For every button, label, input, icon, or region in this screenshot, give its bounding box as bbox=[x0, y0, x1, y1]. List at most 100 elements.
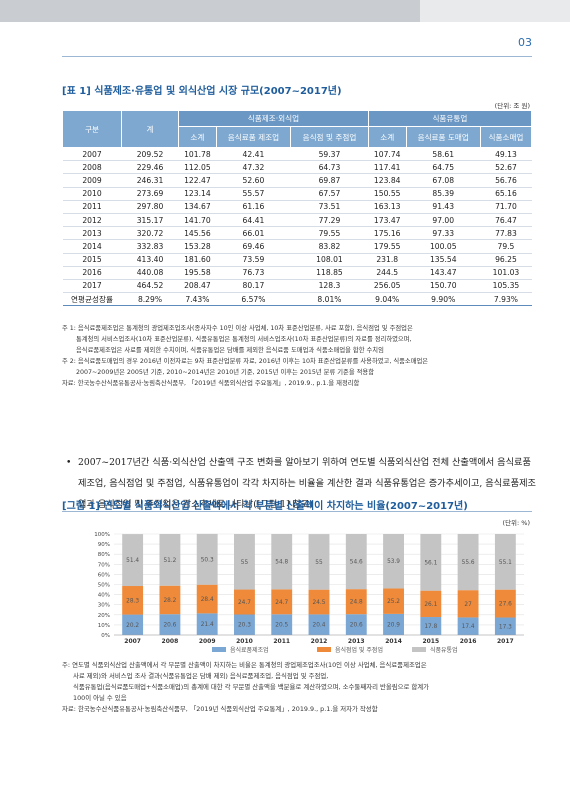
y-tick-label: 40% bbox=[98, 593, 110, 599]
bar-segment bbox=[457, 617, 479, 635]
data-label: 27 bbox=[464, 602, 472, 608]
table-cell: 101.03 bbox=[480, 266, 532, 280]
table-cell: 61.16 bbox=[216, 200, 291, 214]
table-cell: 69.87 bbox=[290, 173, 369, 188]
table-cell: 96.25 bbox=[480, 253, 532, 267]
table-cell: 64.73 bbox=[290, 160, 369, 175]
top-bar bbox=[0, 0, 570, 22]
col-header: 소계 bbox=[178, 126, 217, 148]
bar-segment bbox=[271, 589, 293, 615]
table-cell: 64.75 bbox=[406, 160, 481, 175]
y-tick-label: 90% bbox=[98, 542, 110, 548]
table-cell: 76.47 bbox=[480, 213, 532, 228]
table-row: 2009 246.31 122.47 52.60 69.87 123.84 67.08 56.… bbox=[62, 173, 532, 188]
col-header: 계 bbox=[121, 110, 179, 148]
bar-segment bbox=[234, 534, 255, 590]
data-label: 28.2 bbox=[163, 598, 176, 604]
table-title: [표 1] 식품제조·유통업 및 외식산업 시장 규모(2007~2017년) bbox=[62, 86, 342, 97]
x-tick-label: 2009 bbox=[199, 638, 216, 645]
note-line: 식품유통업(음식료품도매업+식품소매업)의 총계에 대한 각 부문별 산출액을 … bbox=[73, 683, 430, 691]
table-cell: 67.08 bbox=[406, 173, 481, 188]
y-tick-label: 100% bbox=[94, 532, 110, 538]
table-cell: 273.69 bbox=[121, 187, 179, 201]
bar-segment bbox=[159, 614, 181, 635]
table-cell: 246.31 bbox=[121, 173, 179, 188]
table-cell: 80.17 bbox=[216, 279, 291, 294]
table-row: 2011 297.80 134.67 61.16 73.51 163.13 91.43 71.… bbox=[62, 200, 532, 214]
table-cell: 118.85 bbox=[290, 266, 369, 280]
table-cell: 9.90% bbox=[406, 292, 481, 307]
source-line: 자료: 한국농수산식품유통공사·농림축산식품부, 「2019년 식품외식산업 주… bbox=[62, 380, 360, 387]
legend-label: 음식료품제조업 bbox=[230, 646, 269, 654]
bar-segment bbox=[420, 534, 442, 591]
legend-swatch bbox=[412, 647, 426, 652]
bar-segment bbox=[271, 534, 293, 590]
bar-segment bbox=[234, 589, 255, 615]
row-label: 2011 bbox=[62, 200, 122, 214]
table-cell: 66.01 bbox=[216, 226, 291, 241]
table-cell: 49.13 bbox=[480, 147, 532, 162]
table-cell: 8.29% bbox=[121, 292, 179, 307]
col-header: 식품소매업 bbox=[479, 126, 533, 148]
note-line: 주: 연도별 식품외식산업 산출액에서 각 부문별 산출액이 차지하는 비율은 … bbox=[62, 661, 427, 669]
bar-segment bbox=[196, 584, 218, 614]
table-cell: 91.43 bbox=[406, 200, 481, 214]
table-cell: 42.41 bbox=[216, 147, 291, 162]
row-label: 2007 bbox=[62, 147, 122, 162]
x-tick-label: 2008 bbox=[162, 638, 179, 645]
source-line: 자료: 한국농수산식품유통공사·농림축산식품부, 「2019년 식품외식산업 주… bbox=[62, 705, 378, 713]
market-size-table: 구분 계 식품제조·외식업 식품유통업 소계 음식료품 제조업 음식점 및 주점… bbox=[62, 110, 533, 307]
table-cell: 7.93% bbox=[480, 292, 532, 307]
table-cell: 163.13 bbox=[368, 200, 407, 214]
table-cell: 85.39 bbox=[406, 187, 481, 201]
bar-segment bbox=[122, 586, 144, 615]
table-cell: 52.67 bbox=[480, 160, 532, 175]
y-tick-label: 60% bbox=[98, 572, 110, 578]
table-cell: 181.60 bbox=[178, 253, 217, 267]
table-cell: 122.47 bbox=[178, 173, 217, 188]
table-notes: 주 1: 음식료품제조업은 통계청의 광업제조업조사(종사자수 10인 이상 사… bbox=[62, 323, 542, 389]
data-label: 21.4 bbox=[201, 622, 214, 628]
bar-segment bbox=[494, 617, 516, 635]
note-line: 사료 제외)와 서비스업 조사 결과(식품유통업은 담배 제외) 음식료품제조업… bbox=[73, 672, 329, 680]
table-cell: 79.55 bbox=[290, 226, 369, 241]
data-label: 24.7 bbox=[238, 600, 251, 606]
table-row: 2010 273.69 123.14 55.57 67.57 150.55 85.39 65.… bbox=[62, 187, 532, 201]
bar-segment bbox=[234, 614, 255, 635]
data-label: 20.6 bbox=[163, 623, 176, 629]
table-cell: 79.5 bbox=[480, 239, 532, 254]
figure-unit: (단위: %) bbox=[502, 519, 530, 527]
table-cell: 179.55 bbox=[368, 239, 407, 254]
table-cell: 77.29 bbox=[290, 213, 369, 228]
top-bar-accent bbox=[420, 0, 570, 22]
row-label: 2012 bbox=[62, 213, 122, 228]
table-cell: 145.56 bbox=[178, 226, 217, 241]
stacked-bar-chart: 0% 10% 20% 30% 40% 50% 60% 70% 80% 90% 100% 20.2 28.… bbox=[94, 532, 524, 654]
data-label: 27.6 bbox=[499, 602, 512, 608]
table-cell: 9.04% bbox=[368, 292, 407, 307]
table-cell: 134.67 bbox=[178, 200, 217, 214]
data-label: 53.9 bbox=[387, 559, 400, 565]
table-cell: 100.05 bbox=[406, 239, 481, 254]
data-label: 54.8 bbox=[275, 560, 288, 566]
bar-segment bbox=[494, 589, 516, 618]
data-label: 20.5 bbox=[275, 623, 288, 629]
note-line: 주 2: 음식료품도매업의 경우 2016년 이전자료는 9차 표준산업분류 자… bbox=[62, 358, 429, 365]
x-tick-label: 2012 bbox=[311, 638, 328, 645]
table-cell: 150.70 bbox=[406, 279, 481, 294]
figure-notes: 주: 연도별 식품외식산업 산출액에서 각 부문별 산출액이 차지하는 비율은 … bbox=[62, 660, 542, 715]
data-label: 20.3 bbox=[238, 623, 251, 629]
data-label: 50.3 bbox=[201, 557, 214, 563]
bar-segment bbox=[122, 614, 144, 635]
table-row: 연평균성장률 8.29% 7.43% 6.57% 8.01% 9.04% 9.90% 7.93… bbox=[62, 292, 532, 307]
data-label: 20.9 bbox=[387, 622, 400, 628]
table-cell: 195.58 bbox=[178, 266, 217, 280]
group-header: 식품유통업 bbox=[367, 110, 533, 127]
table-cell: 143.47 bbox=[406, 266, 481, 280]
bar-segment bbox=[196, 533, 218, 585]
table-cell: 76.73 bbox=[216, 266, 291, 280]
header-rule bbox=[62, 56, 532, 57]
data-label: 55 bbox=[241, 560, 249, 566]
bullet-mark: • bbox=[66, 457, 72, 468]
bar-segment bbox=[457, 590, 479, 618]
